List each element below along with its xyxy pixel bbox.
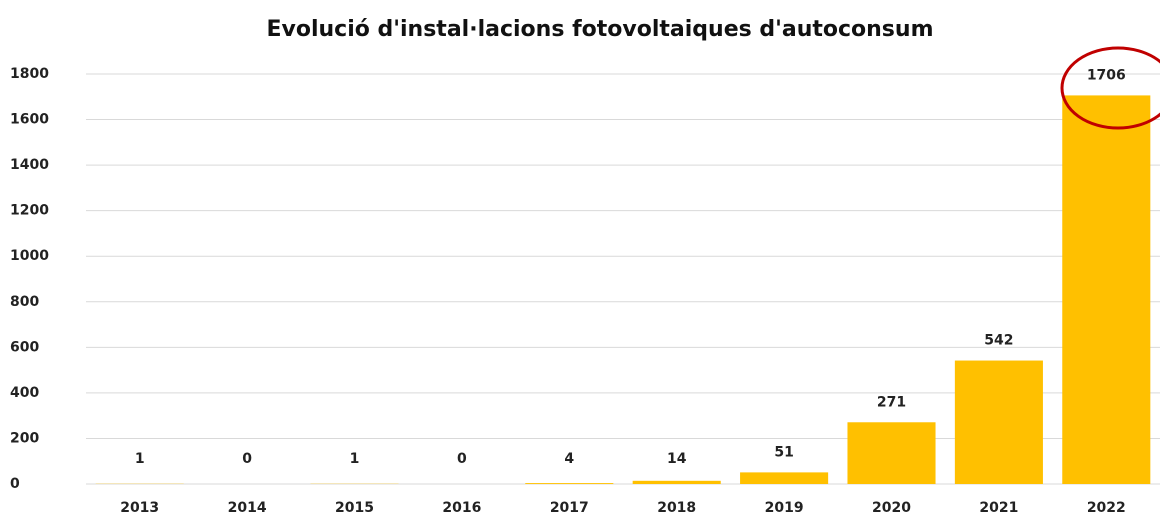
y-tick-label: 1600 [10, 112, 49, 128]
y-tick-label: 1400 [10, 157, 49, 173]
data-label: 0 [242, 451, 252, 467]
y-tick-label: 1800 [10, 66, 49, 82]
y-tick-label: 200 [10, 430, 39, 446]
bar [954, 360, 1043, 484]
x-tick-label: 2019 [765, 500, 804, 516]
y-tick-label: 600 [10, 339, 39, 355]
bar [1062, 95, 1151, 485]
chart-title: Evolució d'instal·lacions fotovoltaiques… [266, 17, 933, 42]
plot-area: 0200400600800100012001400160018002013120… [10, 66, 1160, 516]
x-tick-label: 2017 [550, 500, 589, 516]
x-tick-label: 2018 [657, 500, 696, 516]
data-label: 1 [135, 451, 145, 467]
data-label: 0 [457, 451, 467, 467]
x-tick-label: 2013 [120, 500, 159, 516]
data-label: 1706 [1087, 67, 1126, 83]
bar [525, 483, 614, 484]
y-tick-label: 0 [10, 476, 20, 492]
x-tick-label: 2015 [335, 500, 374, 516]
y-tick-label: 1000 [10, 248, 49, 264]
highlight-circle [1060, 46, 1160, 130]
y-tick-label: 1200 [10, 203, 49, 219]
data-label: 51 [774, 444, 793, 460]
x-tick-label: 2020 [872, 500, 911, 516]
y-tick-label: 400 [10, 385, 39, 401]
data-label: 4 [564, 451, 574, 467]
bar [740, 472, 829, 484]
y-tick-label: 800 [10, 294, 39, 310]
x-tick-label: 2014 [228, 500, 267, 516]
x-tick-label: 2016 [442, 500, 481, 516]
data-label: 542 [984, 333, 1013, 349]
x-tick-label: 2022 [1087, 500, 1126, 516]
bar [632, 480, 721, 484]
x-tick-label: 2021 [979, 500, 1018, 516]
data-label: 1 [350, 451, 360, 467]
data-label: 14 [667, 451, 687, 467]
bar [847, 422, 936, 484]
data-label: 271 [877, 394, 906, 410]
